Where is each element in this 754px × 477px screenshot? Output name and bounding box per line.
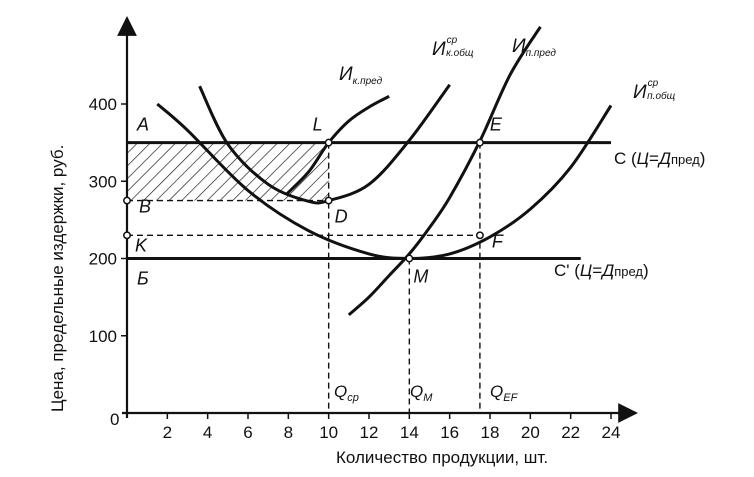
x-tick-label: 20: [521, 423, 540, 442]
y-tick-label: 200: [89, 250, 117, 269]
x-tick-label: 10: [319, 423, 338, 442]
point-marker: [475, 138, 484, 147]
y-axis-title: Цена, предельные издержки, руб.: [48, 145, 67, 412]
point-label: B: [139, 197, 151, 217]
point-marker: [405, 254, 414, 263]
point-marker: [123, 231, 131, 240]
point-label: L: [313, 115, 323, 135]
x-tick-label: 12: [360, 423, 379, 442]
point-label: D: [335, 207, 348, 227]
x-tick-label: 4: [203, 423, 212, 442]
x-tick-label: 22: [561, 423, 580, 442]
curve-label-p-marginal: Ип.пред: [512, 36, 556, 59]
x-tick-label: 18: [481, 423, 500, 442]
curve-label-p-average-total: Иср п.общ: [633, 78, 676, 103]
point-label: F: [492, 231, 504, 251]
x-tick-label: 8: [284, 423, 293, 442]
point-label: А: [136, 115, 149, 135]
point-label: K: [135, 235, 148, 255]
point-label: Б: [137, 269, 149, 289]
point-label: E: [490, 115, 503, 135]
q-label-average-cost-min: Qср: [334, 382, 359, 404]
x-tick-label: 14: [400, 423, 419, 442]
curve-k-marginal: [285, 94, 390, 196]
point-marker: [324, 196, 333, 205]
point-label: M: [413, 267, 428, 287]
q-label-ef: QEF: [490, 382, 519, 404]
price-line-label-c: С (Ц=Дпред): [614, 149, 705, 168]
origin-label: 0: [110, 410, 119, 429]
point-marker: [475, 231, 484, 240]
q-label-m: QM: [410, 382, 433, 404]
x-tick-label: 6: [243, 423, 252, 442]
price-line-label-c-prime: С' (Ц=Дпред): [554, 261, 649, 280]
curve-label-k-marginal: Ик.пред: [339, 64, 383, 87]
key-points: А L E B D K F Б M: [123, 115, 504, 289]
y-tick-label: 300: [89, 172, 117, 191]
curve-label-k-average-total: Иср к.общ: [432, 35, 474, 60]
x-axis-title: Количество продукции, шт.: [336, 448, 548, 467]
y-tick-label: 400: [89, 95, 117, 114]
x-tick-label: 16: [440, 423, 459, 442]
x-tick-label: 2: [163, 423, 172, 442]
dashed-guide-lines: [127, 142, 481, 413]
point-marker: [123, 196, 131, 205]
curve-p-marginal: [347, 25, 542, 317]
point-marker: [324, 138, 333, 147]
x-tick-label: 24: [602, 423, 621, 442]
y-tick-label: 100: [89, 327, 117, 346]
curve-k-average-total: [198, 83, 451, 205]
